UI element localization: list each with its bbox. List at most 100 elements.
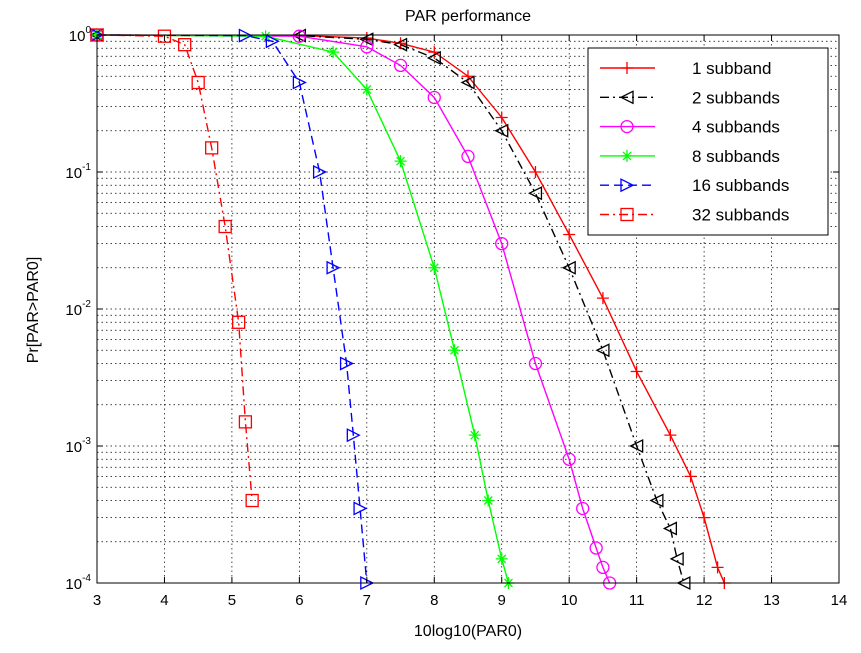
x-tick-labels: 3 4 5 6 7 8 9 10 11 12 13 14 xyxy=(93,592,848,609)
data-point xyxy=(649,493,664,508)
data-point xyxy=(205,141,219,155)
data-point xyxy=(595,343,610,358)
tick-marks xyxy=(96,34,840,584)
data-point xyxy=(461,149,475,164)
data-point xyxy=(620,207,634,222)
y-axis-label: Pr[PAR>PAR0] xyxy=(25,257,42,364)
data-point xyxy=(393,37,408,52)
data-point xyxy=(426,50,441,65)
x-axis-label: 10log10(PAR0) xyxy=(414,623,522,640)
legend-label: 1 subband xyxy=(692,59,771,78)
data-point xyxy=(346,428,361,443)
data-point xyxy=(563,228,576,241)
data-point xyxy=(292,29,307,43)
x-tick-label: 10 xyxy=(561,592,578,609)
data-point xyxy=(495,236,509,251)
series-line xyxy=(96,34,253,501)
data-point xyxy=(265,34,280,49)
data-point xyxy=(528,356,543,371)
data-point xyxy=(664,429,677,442)
data-point xyxy=(621,62,633,74)
data-point xyxy=(562,452,576,466)
data-point xyxy=(620,178,635,193)
x-tick-label: 14 xyxy=(831,592,848,609)
x-tick-label: 11 xyxy=(629,592,645,609)
data-point xyxy=(621,149,633,162)
data-point xyxy=(468,429,481,442)
y-tick-label: 10-4 xyxy=(65,573,91,593)
chart-title: PAR performance xyxy=(405,8,531,25)
data-point xyxy=(178,38,192,52)
data-point xyxy=(427,90,441,105)
legend-item: 16 subbands xyxy=(600,176,789,195)
data-point xyxy=(339,356,355,371)
data-point xyxy=(669,551,684,566)
data-point xyxy=(218,219,232,234)
data-point xyxy=(157,29,172,43)
data-point xyxy=(462,70,474,83)
series-line xyxy=(96,34,611,584)
series-line xyxy=(96,34,725,584)
data-point xyxy=(495,111,508,124)
data-point xyxy=(245,493,259,508)
y-tick-label: 10-1 xyxy=(65,162,91,182)
data-point xyxy=(292,75,307,90)
x-tick-label: 9 xyxy=(498,592,506,609)
data-point xyxy=(619,90,634,105)
legend-item: 1 subband xyxy=(600,59,771,78)
data-point xyxy=(238,415,253,429)
data-point xyxy=(629,438,644,454)
legend-label: 2 subbands xyxy=(692,88,780,107)
data-point xyxy=(495,552,508,565)
data-point xyxy=(529,166,542,178)
data-point xyxy=(393,58,408,73)
data-point xyxy=(482,494,495,507)
x-tick-label: 4 xyxy=(160,592,168,609)
data-point xyxy=(238,28,253,43)
data-point xyxy=(494,123,509,138)
data-point xyxy=(312,164,328,180)
data-point xyxy=(589,541,603,555)
data-point xyxy=(394,155,407,168)
data-point xyxy=(630,365,643,378)
data-point xyxy=(191,75,205,90)
data-point xyxy=(596,560,610,575)
y-tick-label: 10-2 xyxy=(65,299,91,319)
x-tick-label: 12 xyxy=(696,592,713,609)
series-line xyxy=(96,34,685,584)
x-tick-label: 7 xyxy=(363,592,371,609)
x-tick-label: 5 xyxy=(228,592,236,609)
y-tick-label: 10-3 xyxy=(65,436,91,456)
legend-item: 8 subbands xyxy=(600,147,780,166)
series-line xyxy=(96,34,368,584)
data-point xyxy=(711,561,724,574)
legend: 1 subband 2 subbands 4 subbands 8 subbands 1… xyxy=(587,47,829,236)
data-point xyxy=(232,315,246,329)
data-point xyxy=(360,83,373,96)
y-tick-label: 100 xyxy=(69,25,92,45)
data-point xyxy=(327,46,340,59)
data-point xyxy=(428,46,441,59)
y-tick-labels: 100 10-1 10-2 10-3 10-4 xyxy=(65,25,91,593)
x-tick-label: 13 xyxy=(763,592,780,609)
data-point xyxy=(698,511,711,524)
data-point xyxy=(576,501,590,516)
data-point xyxy=(528,186,543,201)
data-point xyxy=(596,292,609,305)
legend-label: 32 subbands xyxy=(692,206,789,225)
data-point xyxy=(684,470,697,483)
x-tick-label: 8 xyxy=(430,592,438,609)
data-point xyxy=(448,344,461,357)
series-5 xyxy=(90,28,259,508)
x-tick-label: 6 xyxy=(295,592,303,609)
legend-label: 4 subbands xyxy=(692,118,780,137)
data-point xyxy=(326,260,341,275)
series-4 xyxy=(90,27,375,591)
legend-label: 16 subbands xyxy=(692,176,789,195)
legend-item: 32 subbands xyxy=(600,206,789,225)
data-point xyxy=(620,119,634,134)
data-point xyxy=(662,521,678,536)
data-point xyxy=(428,261,441,274)
legend-box xyxy=(587,47,829,236)
